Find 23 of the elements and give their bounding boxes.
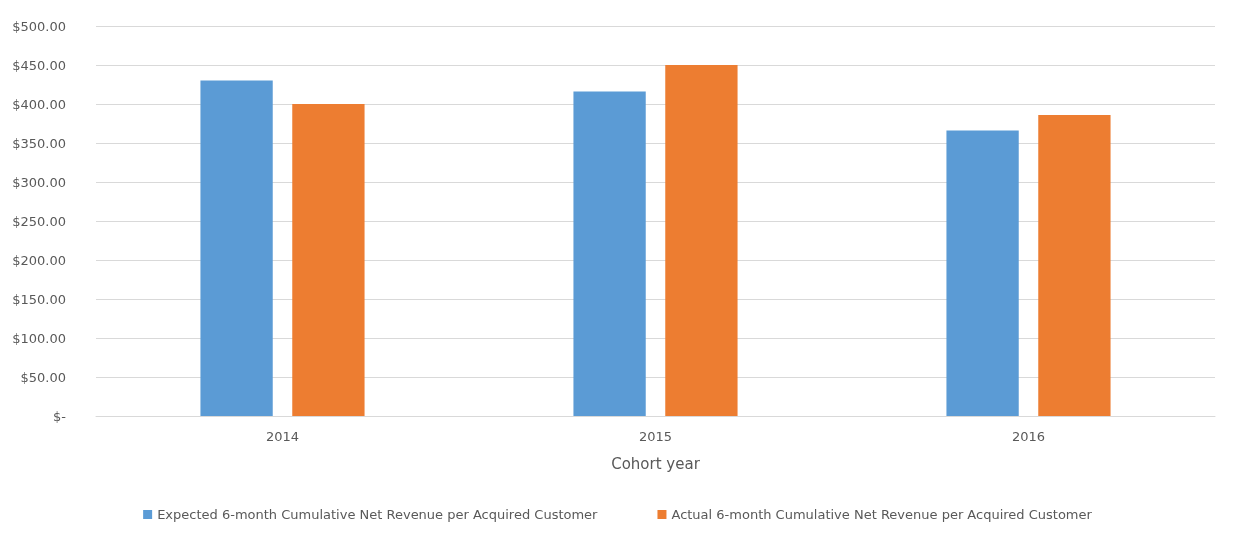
y-tick-label: $100.00 bbox=[12, 330, 66, 346]
legend-label: Expected 6-month Cumulative Net Revenue per Acquired Customer bbox=[157, 507, 599, 522]
y-tick-label: $500.00 bbox=[12, 18, 66, 34]
x-axis-title: Cohort year bbox=[611, 454, 701, 473]
legend-label: Actual 6-month Cumulative Net Revenue per Acquired Customer bbox=[671, 507, 1093, 522]
bar bbox=[200, 80, 273, 416]
bar bbox=[292, 104, 365, 416]
x-tick-label: 2016 bbox=[1011, 429, 1046, 444]
y-tick-label: $150.00 bbox=[12, 291, 66, 307]
y-tick-label: $350.00 bbox=[12, 135, 66, 151]
bar bbox=[665, 65, 738, 416]
y-tick-label: $450.00 bbox=[12, 57, 66, 73]
x-tick-label: 2015 bbox=[638, 429, 673, 444]
bar bbox=[573, 91, 646, 416]
bar bbox=[946, 130, 1019, 416]
y-tick-label: $300.00 bbox=[12, 174, 66, 190]
y-tick-label: $200.00 bbox=[12, 252, 66, 268]
y-tick-label: $400.00 bbox=[12, 96, 66, 112]
y-tick-label: $- bbox=[53, 408, 67, 424]
x-tick-label: 2014 bbox=[265, 429, 300, 444]
y-tick-label: $250.00 bbox=[12, 213, 66, 229]
bar bbox=[1038, 114, 1111, 416]
y-tick-label: $50.00 bbox=[20, 369, 66, 385]
